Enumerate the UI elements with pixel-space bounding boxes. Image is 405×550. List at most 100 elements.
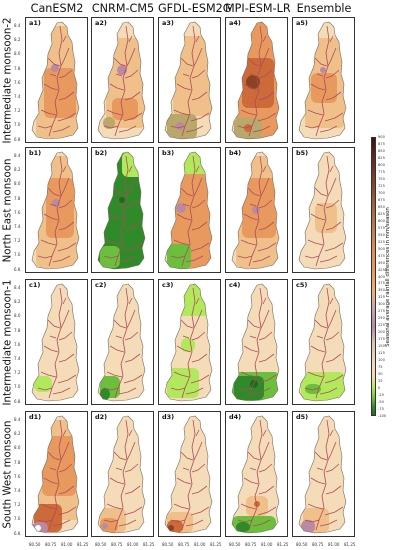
river-line xyxy=(314,187,328,197)
rainfall-anomaly-patch xyxy=(244,124,252,132)
river-line xyxy=(173,371,190,378)
river-line xyxy=(170,125,186,129)
basin-outline xyxy=(164,151,213,270)
basin-map xyxy=(97,21,146,140)
rainfall-anomaly-patch xyxy=(102,523,108,529)
river-line xyxy=(170,519,186,523)
river-line xyxy=(257,506,277,516)
river-line xyxy=(258,199,273,209)
colorbar-tick-label: 750 xyxy=(378,176,385,181)
rainfall-anomaly-patch xyxy=(171,152,211,174)
panel-label: d2) xyxy=(94,413,109,421)
river-line xyxy=(314,319,328,329)
river-line xyxy=(315,287,330,399)
latitude-tick: 7.6 xyxy=(14,473,21,479)
river-line xyxy=(62,165,67,173)
latitude-tick: 7.2 xyxy=(14,502,21,508)
map-panel-b5: b5) xyxy=(292,147,355,273)
latitude-tick: 6.8 xyxy=(14,136,21,142)
river-line xyxy=(182,467,190,471)
latitude-tick: 7.2 xyxy=(14,238,21,244)
river-line xyxy=(124,69,139,79)
latitude-tick: 7.4 xyxy=(14,488,21,493)
rainfall-anomaly-patch xyxy=(254,501,260,507)
map-panel-a5: a5) xyxy=(292,17,355,143)
river-line xyxy=(58,199,73,209)
river-line xyxy=(106,503,123,510)
river-line xyxy=(329,165,334,173)
river-line xyxy=(240,503,257,510)
rainfall-anomaly-patch xyxy=(119,197,125,203)
latitude-tick: 8.4 xyxy=(14,417,21,422)
latitude-tick: 6.8 xyxy=(14,530,21,536)
longitude-tick: 80.50 xyxy=(162,542,174,547)
panel-label: b5) xyxy=(295,149,310,157)
river-line xyxy=(247,451,261,461)
colorbar-tick-label: 650 xyxy=(378,204,385,209)
river-line xyxy=(115,73,123,77)
river-line xyxy=(314,57,328,67)
colorbar-tick-label: 100 xyxy=(378,358,385,363)
colorbar-tick-label: -25 xyxy=(378,393,384,398)
panel-label: a3) xyxy=(161,19,175,27)
longitude-tick: 80.75 xyxy=(245,542,257,547)
longitude-tick: 80.75 xyxy=(111,542,123,547)
panel-label: d3) xyxy=(161,413,176,421)
basin-outline xyxy=(97,415,146,534)
rainfall-anomaly-patch xyxy=(167,244,191,269)
river-line xyxy=(191,91,208,101)
river-line xyxy=(57,242,77,252)
river-line xyxy=(191,199,206,209)
column-header-canesm2: CanESM2 xyxy=(30,2,84,15)
river-line xyxy=(193,309,203,329)
longitude-tick: 81.00 xyxy=(261,542,273,547)
panel-label: c4) xyxy=(228,281,242,289)
basin-outline xyxy=(231,151,280,270)
panel-label: d1) xyxy=(28,413,43,421)
panel-label: b1) xyxy=(28,149,43,157)
river-line xyxy=(327,441,337,461)
latitude-tick: 7.0 xyxy=(14,516,21,522)
basin-outline xyxy=(231,283,280,402)
river-line xyxy=(258,331,273,341)
latitude-tick: 6.8 xyxy=(14,266,21,272)
river-line xyxy=(243,477,259,485)
river-line xyxy=(123,112,143,122)
longitude-tick: 81.00 xyxy=(127,542,139,547)
river-line xyxy=(243,213,259,221)
river-line xyxy=(126,309,136,329)
river-line xyxy=(304,519,320,523)
river-line xyxy=(49,467,57,471)
colorbar-tick-label: 250 xyxy=(378,316,385,321)
basin-outline xyxy=(231,21,280,140)
latitude-tick: 7.4 xyxy=(14,224,21,229)
basin-map xyxy=(231,151,280,270)
longitude-tick: 81.25 xyxy=(344,542,356,547)
river-line xyxy=(128,429,133,437)
colorbar-tick-label: 75 xyxy=(378,365,383,370)
river-line xyxy=(62,297,67,305)
river-line xyxy=(40,239,57,246)
river-line xyxy=(176,83,192,91)
basin-map xyxy=(97,283,146,402)
map-panel-d1: d1) xyxy=(25,411,88,537)
river-line xyxy=(48,25,63,137)
basin-outline xyxy=(298,283,347,402)
panel-label: d4) xyxy=(228,413,243,421)
rainfall-anomaly-patch xyxy=(112,98,138,120)
river-line xyxy=(237,125,253,129)
rainfall-anomaly-patch xyxy=(122,152,144,177)
latitude-tick: 7.8 xyxy=(14,327,21,333)
basin-outline xyxy=(164,21,213,140)
river-line xyxy=(195,429,200,437)
colorbar-tick-label: 300 xyxy=(378,302,385,307)
river-line xyxy=(109,83,125,91)
river-line xyxy=(324,506,344,516)
basin-outline xyxy=(164,415,213,534)
river-line xyxy=(258,221,275,231)
river-line xyxy=(60,309,70,329)
river-line xyxy=(262,165,267,173)
latitude-tick: 7.0 xyxy=(14,384,21,390)
river-line xyxy=(310,477,326,485)
map-panel-c5: c5) xyxy=(292,279,355,405)
